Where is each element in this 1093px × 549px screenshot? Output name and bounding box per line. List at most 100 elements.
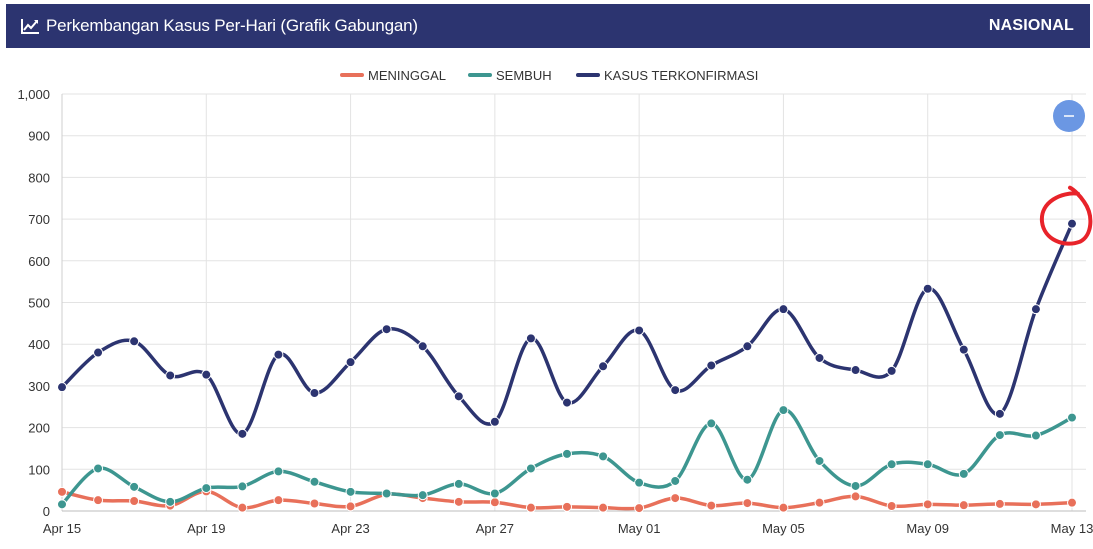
data-point-sembuh[interactable]: [922, 459, 933, 470]
x-tick-label: Apr 27: [476, 521, 514, 536]
data-point-meninggal[interactable]: [237, 502, 248, 513]
data-point-kasus-terkonfirmasi[interactable]: [1030, 304, 1041, 315]
data-point-kasus-terkonfirmasi[interactable]: [562, 397, 572, 408]
data-point-kasus-terkonfirmasi[interactable]: [778, 304, 789, 315]
chart-title: Perkembangan Kasus Per-Hari (Grafik Gabu…: [46, 16, 418, 35]
data-point-kasus-terkonfirmasi[interactable]: [345, 357, 356, 368]
data-point-sembuh[interactable]: [886, 459, 897, 470]
data-point-meninggal[interactable]: [562, 501, 572, 512]
data-point-sembuh[interactable]: [634, 477, 645, 488]
data-point-kasus-terkonfirmasi[interactable]: [237, 428, 248, 439]
y-tick-label: 500: [28, 296, 50, 311]
data-point-sembuh[interactable]: [670, 475, 681, 486]
data-point-sembuh[interactable]: [742, 474, 753, 485]
data-point-sembuh[interactable]: [453, 478, 464, 489]
data-point-sembuh[interactable]: [273, 466, 284, 477]
data-point-sembuh[interactable]: [381, 488, 392, 499]
data-point-sembuh[interactable]: [129, 481, 140, 492]
data-point-kasus-terkonfirmasi[interactable]: [850, 365, 861, 376]
data-point-kasus-terkonfirmasi[interactable]: [453, 391, 464, 402]
data-point-meninggal[interactable]: [453, 496, 464, 507]
data-point-sembuh[interactable]: [958, 468, 969, 479]
combined-line-chart: 0 100 200 300 400 500 600 700 800 900 1,000 Apr 15 A…: [17, 68, 1093, 536]
data-point-sembuh[interactable]: [1067, 412, 1077, 423]
data-point-sembuh[interactable]: [850, 480, 861, 491]
data-point-meninggal[interactable]: [850, 491, 861, 502]
data-point-sembuh[interactable]: [345, 486, 356, 497]
data-point-sembuh[interactable]: [201, 483, 212, 494]
data-point-kasus-terkonfirmasi[interactable]: [1067, 218, 1077, 229]
x-tick-label: Apr 19: [187, 521, 225, 536]
data-point-meninggal[interactable]: [706, 500, 717, 511]
legend-label-kasus-terkonfirmasi[interactable]: KASUS TERKONFIRMASI: [604, 68, 758, 83]
legend-label-meninggal[interactable]: MENINGGAL: [368, 68, 446, 83]
data-point-kasus-terkonfirmasi[interactable]: [706, 360, 717, 371]
data-point-kasus-terkonfirmasi[interactable]: [201, 369, 212, 380]
data-point-kasus-terkonfirmasi[interactable]: [634, 325, 645, 336]
chart-header: Perkembangan Kasus Per-Hari (Grafik Gabu…: [6, 4, 1090, 48]
data-point-sembuh[interactable]: [489, 488, 500, 499]
data-point-kasus-terkonfirmasi[interactable]: [489, 416, 500, 427]
header-title-group: Perkembangan Kasus Per-Hari (Grafik Gabu…: [20, 4, 418, 48]
data-point-meninggal[interactable]: [814, 497, 825, 508]
data-point-kasus-terkonfirmasi[interactable]: [309, 387, 320, 398]
data-point-sembuh[interactable]: [309, 476, 320, 487]
data-point-meninggal[interactable]: [129, 495, 140, 506]
data-point-sembuh[interactable]: [525, 463, 536, 474]
data-point-sembuh[interactable]: [814, 455, 825, 466]
data-point-kasus-terkonfirmasi[interactable]: [886, 365, 897, 376]
data-point-kasus-terkonfirmasi[interactable]: [922, 283, 933, 294]
data-point-sembuh[interactable]: [237, 481, 248, 492]
data-point-kasus-terkonfirmasi[interactable]: [165, 370, 176, 381]
data-point-meninggal[interactable]: [634, 503, 645, 514]
data-point-meninggal[interactable]: [1030, 499, 1041, 510]
data-point-kasus-terkonfirmasi[interactable]: [129, 336, 140, 347]
data-point-kasus-terkonfirmasi[interactable]: [814, 352, 825, 363]
x-tick-label: Apr 15: [43, 521, 81, 536]
data-point-meninggal[interactable]: [994, 498, 1005, 509]
data-point-kasus-terkonfirmasi[interactable]: [958, 344, 969, 355]
data-point-kasus-terkonfirmasi[interactable]: [598, 361, 609, 372]
data-point-kasus-terkonfirmasi[interactable]: [57, 382, 67, 393]
data-point-meninggal[interactable]: [93, 495, 104, 506]
data-point-kasus-terkonfirmasi[interactable]: [417, 341, 428, 352]
data-point-sembuh[interactable]: [417, 490, 428, 501]
x-tick-label: May 01: [618, 521, 661, 536]
data-point-meninggal[interactable]: [525, 502, 536, 513]
data-point-sembuh[interactable]: [165, 496, 176, 507]
data-point-kasus-terkonfirmasi[interactable]: [742, 341, 753, 352]
data-point-kasus-terkonfirmasi[interactable]: [525, 333, 536, 344]
data-point-sembuh[interactable]: [778, 405, 789, 416]
data-point-sembuh[interactable]: [93, 463, 104, 474]
data-point-meninggal[interactable]: [1067, 497, 1077, 508]
data-point-meninggal[interactable]: [670, 493, 681, 504]
data-point-sembuh[interactable]: [562, 448, 572, 459]
y-tick-label: 400: [28, 337, 50, 352]
y-tick-label: 100: [28, 462, 50, 477]
data-point-meninggal[interactable]: [742, 498, 753, 509]
data-point-kasus-terkonfirmasi[interactable]: [273, 349, 284, 360]
data-point-sembuh[interactable]: [57, 499, 67, 510]
data-point-kasus-terkonfirmasi[interactable]: [93, 347, 104, 358]
data-point-meninggal[interactable]: [598, 502, 609, 513]
data-point-sembuh[interactable]: [1030, 430, 1041, 441]
data-point-meninggal[interactable]: [778, 502, 789, 513]
data-point-sembuh[interactable]: [706, 418, 717, 429]
data-point-sembuh[interactable]: [994, 430, 1005, 441]
data-point-kasus-terkonfirmasi[interactable]: [670, 385, 681, 396]
y-tick-label: 200: [28, 421, 50, 436]
y-tick-label: 600: [28, 254, 50, 269]
data-point-sembuh[interactable]: [598, 451, 609, 462]
legend-label-sembuh[interactable]: SEMBUH: [496, 68, 552, 83]
data-point-kasus-terkonfirmasi[interactable]: [381, 324, 392, 335]
data-point-meninggal[interactable]: [345, 501, 356, 512]
data-point-meninggal[interactable]: [958, 500, 969, 511]
data-point-kasus-terkonfirmasi[interactable]: [994, 408, 1005, 419]
data-point-meninggal[interactable]: [922, 499, 933, 510]
data-point-meninggal[interactable]: [489, 497, 500, 508]
data-point-meninggal[interactable]: [309, 498, 320, 509]
data-point-meninggal[interactable]: [273, 495, 284, 506]
data-point-meninggal[interactable]: [886, 500, 897, 511]
region-label: NASIONAL: [988, 17, 1074, 34]
data-point-meninggal[interactable]: [57, 486, 67, 497]
